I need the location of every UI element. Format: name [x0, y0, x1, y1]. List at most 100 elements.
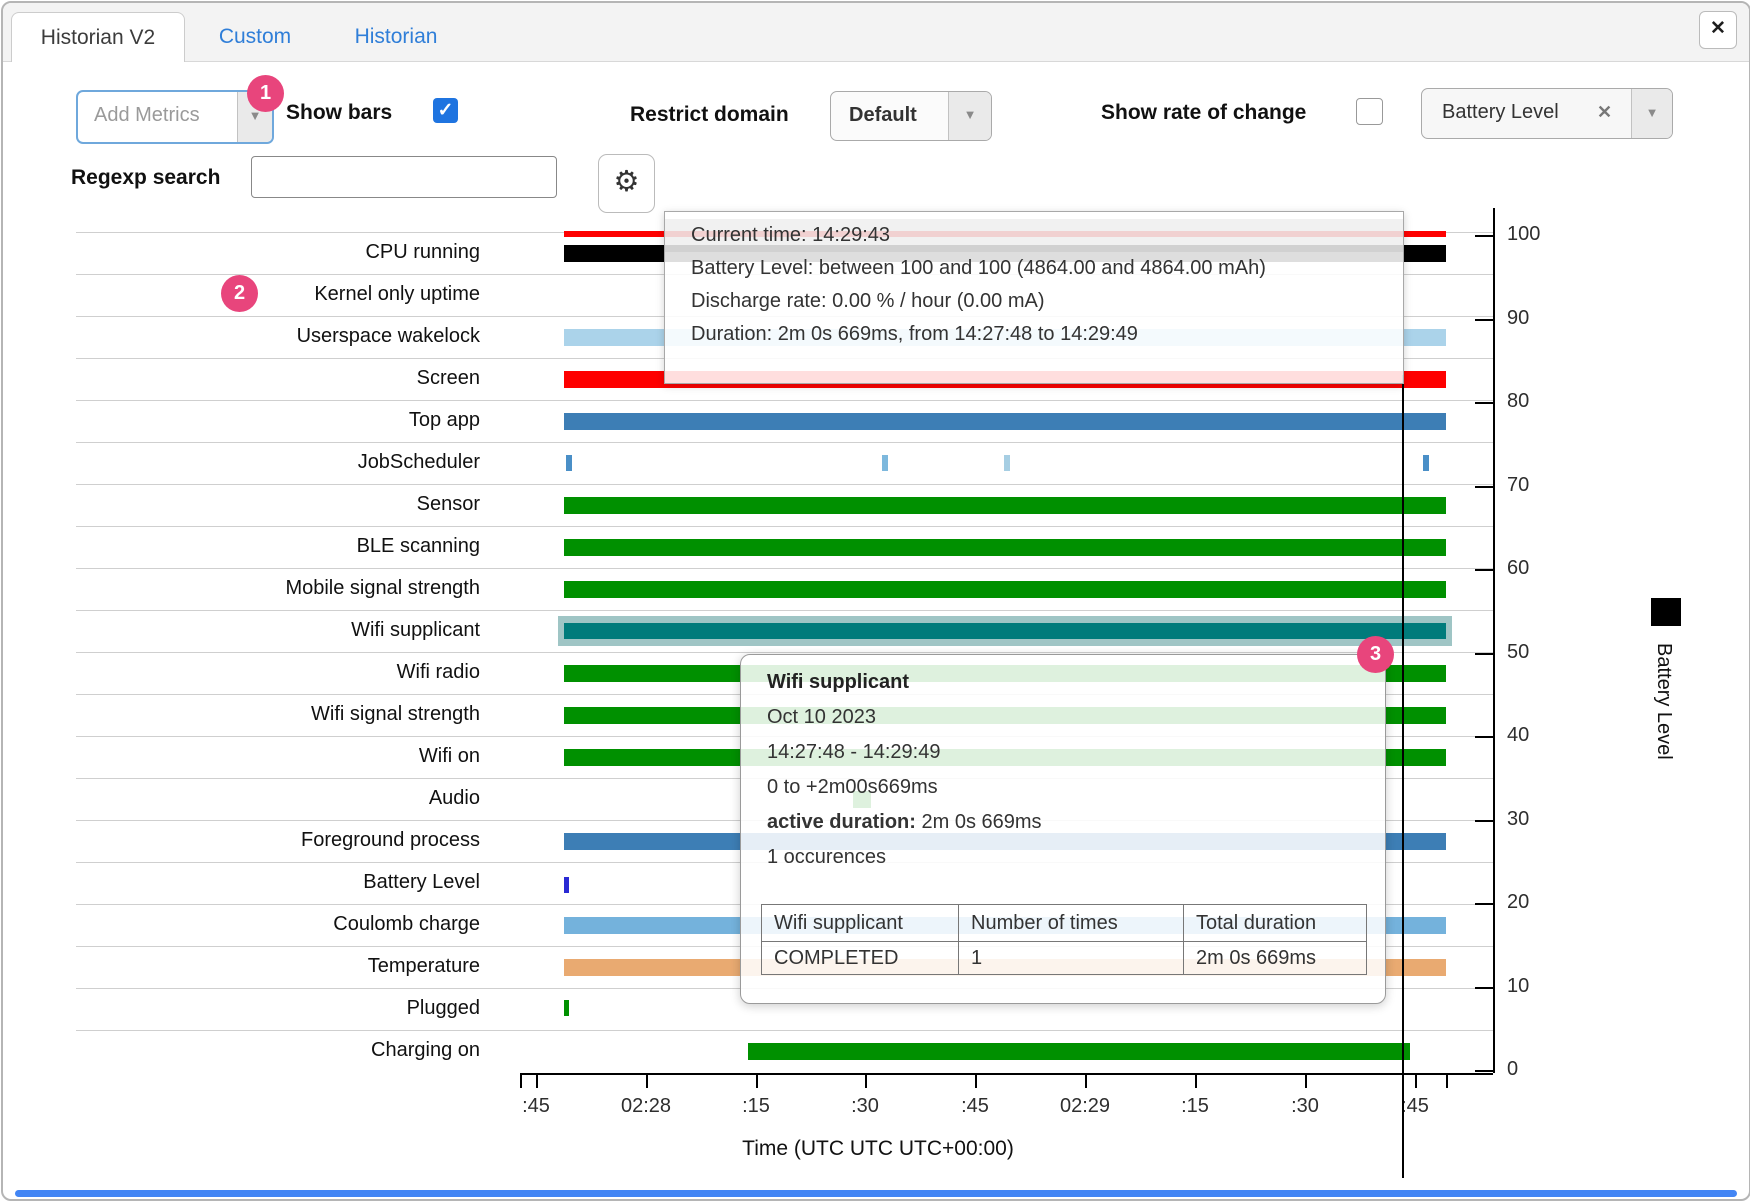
x-tick-label: :45	[1401, 1095, 1429, 1117]
row-label: Mobile signal strength	[285, 577, 480, 599]
add-metrics-select[interactable]: Add Metrics ▼	[76, 90, 274, 144]
x-tick-label: :30	[1291, 1095, 1319, 1117]
row-label: Top app	[408, 409, 480, 431]
timeline-bar[interactable]	[564, 877, 570, 893]
row-separator	[76, 400, 1493, 401]
row-label: Plugged	[406, 997, 480, 1019]
battery-level-legend-swatch	[1651, 598, 1681, 626]
y-tick-label: 10	[1507, 974, 1530, 997]
x-axis-tick	[520, 1073, 522, 1088]
row-separator	[76, 484, 1493, 485]
timeline-bar[interactable]	[564, 1000, 569, 1016]
y-axis-tick	[1475, 235, 1493, 237]
row-separator	[76, 652, 1493, 653]
table-cell: 1	[958, 941, 1184, 975]
y-axis-tick	[1475, 569, 1493, 571]
x-tick-label: 02:29	[1059, 1095, 1111, 1117]
row-separator	[76, 1030, 1493, 1031]
row-label: Audio	[428, 787, 480, 809]
timeline-bar[interactable]	[564, 623, 1446, 639]
y-tick-label: 30	[1507, 807, 1530, 830]
y-tick-label: 60	[1507, 557, 1530, 579]
y-tick-label: 80	[1507, 390, 1530, 412]
table-header: Number of times	[958, 904, 1184, 942]
row-label: JobScheduler	[357, 451, 480, 473]
chevron-down-icon[interactable]: ▼	[1631, 89, 1672, 138]
y-axis-tick	[1475, 318, 1493, 321]
x-axis-tick	[536, 1073, 538, 1088]
y-axis-tick	[1475, 903, 1493, 905]
regexp-search-input[interactable]	[251, 156, 557, 198]
tooltip-time-range: 14:27:48 - 14:29:49	[767, 741, 941, 763]
row-separator	[76, 568, 1493, 569]
x-axis-tick	[1195, 1073, 1197, 1088]
tooltip-line: Discharge rate: 0.00 % / hour (0.00 mA)	[691, 290, 1045, 312]
rate-of-change-label: Show rate of change	[1101, 101, 1307, 124]
metric-chip-select[interactable]: Battery Level ✕ ▼	[1421, 88, 1673, 139]
current-time-line	[1402, 375, 1404, 1178]
timeline-bar[interactable]	[564, 497, 1446, 514]
wifi-supplicant-tooltip: Wifi supplicant Oct 10 2023 14:27:48 - 1…	[740, 654, 1386, 1004]
tooltip-line: Battery Level: between 100 and 100 (4864…	[691, 257, 1266, 279]
table-cell: COMPLETED	[761, 941, 959, 975]
row-label: Coulomb charge	[333, 913, 480, 935]
timeline-bar[interactable]	[748, 1043, 1410, 1060]
tooltip-occurrences: 1 occurences	[767, 846, 886, 868]
timeline-bar[interactable]	[564, 581, 1446, 598]
gear-icon[interactable]: ⚙	[598, 154, 655, 213]
battery-level-axis-label: Battery Level	[1653, 643, 1675, 760]
timeline-bar[interactable]	[1004, 455, 1011, 471]
tab-bar: Historian V2 Custom Historian ✕	[3, 3, 1749, 62]
restrict-domain-value: Default	[849, 104, 917, 126]
x-tick-label: :15	[742, 1095, 770, 1117]
timeline-bar[interactable]	[881, 455, 888, 471]
row-label: Userspace wakelock	[296, 325, 480, 347]
timeline-bar[interactable]	[564, 539, 1446, 556]
y-axis-tick	[1475, 1070, 1493, 1072]
y-tick-label: 20	[1507, 891, 1530, 913]
timeline-bar[interactable]	[564, 413, 1446, 430]
x-axis-tick	[1415, 1073, 1417, 1088]
y-tick-label: 40	[1507, 724, 1530, 746]
metric-chip-value: Battery Level	[1442, 101, 1559, 123]
y-tick-label: 100	[1507, 223, 1541, 245]
row-label: Battery Level	[363, 871, 480, 893]
tooltip-line: Duration: 2m 0s 669ms, from 14:27:48 to …	[691, 323, 1138, 345]
tooltip-active-duration: active duration: 2m 0s 669ms	[741, 805, 1385, 840]
y-axis-tick	[1475, 736, 1493, 738]
y-axis-tick	[1475, 986, 1493, 989]
active-duration-value: 2m 0s 669ms	[915, 811, 1042, 833]
x-axis-line	[520, 1073, 1493, 1075]
table-cell: 2m 0s 669ms	[1183, 941, 1367, 975]
row-separator	[76, 610, 1493, 611]
row-separator	[76, 526, 1493, 527]
remove-metric-icon[interactable]: ✕	[1597, 102, 1613, 122]
timeline-bar[interactable]	[565, 455, 572, 471]
tab-custom[interactable]: Custom	[218, 25, 292, 48]
x-tick-label: 02:28	[620, 1095, 672, 1117]
tooltip-title: Wifi supplicant	[767, 671, 910, 693]
show-bars-checkbox[interactable]: ✓	[433, 98, 458, 123]
row-label: Foreground process	[301, 829, 480, 851]
restrict-domain-select[interactable]: Default ▼	[830, 91, 992, 141]
x-tick-label: :45	[522, 1095, 550, 1117]
table-row: COMPLETED 1 2m 0s 669ms	[761, 941, 1367, 975]
y-axis-tick	[1475, 652, 1493, 655]
tab-historian-v2[interactable]: Historian V2	[11, 12, 185, 62]
y-axis-tick	[1475, 402, 1493, 404]
tooltip-line: Current time: 14:29:43	[665, 219, 1403, 252]
row-label: Sensor	[416, 493, 480, 515]
annotation-badge-2: 2	[221, 275, 258, 312]
rate-of-change-checkbox[interactable]	[1356, 98, 1383, 125]
close-icon[interactable]: ✕	[1699, 11, 1737, 49]
horizontal-scrollbar[interactable]	[15, 1190, 1737, 1197]
row-label: Wifi supplicant	[351, 619, 480, 641]
tab-historian[interactable]: Historian	[354, 25, 438, 48]
chevron-down-icon[interactable]: ▼	[948, 92, 991, 140]
restrict-domain-label: Restrict domain	[630, 103, 789, 126]
wifi-supplicant-summary-table: Wifi supplicant Number of times Total du…	[761, 904, 1367, 975]
table-header-row: Wifi supplicant Number of times Total du…	[761, 904, 1367, 942]
timeline-bar[interactable]	[1423, 455, 1430, 471]
row-label: CPU running	[365, 241, 480, 263]
